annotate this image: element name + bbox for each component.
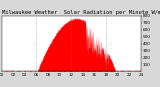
Text: Milwaukee Weather  Solar Radiation per Minute W/m2 (Last 24 Hours): Milwaukee Weather Solar Radiation per Mi… — [2, 10, 160, 15]
